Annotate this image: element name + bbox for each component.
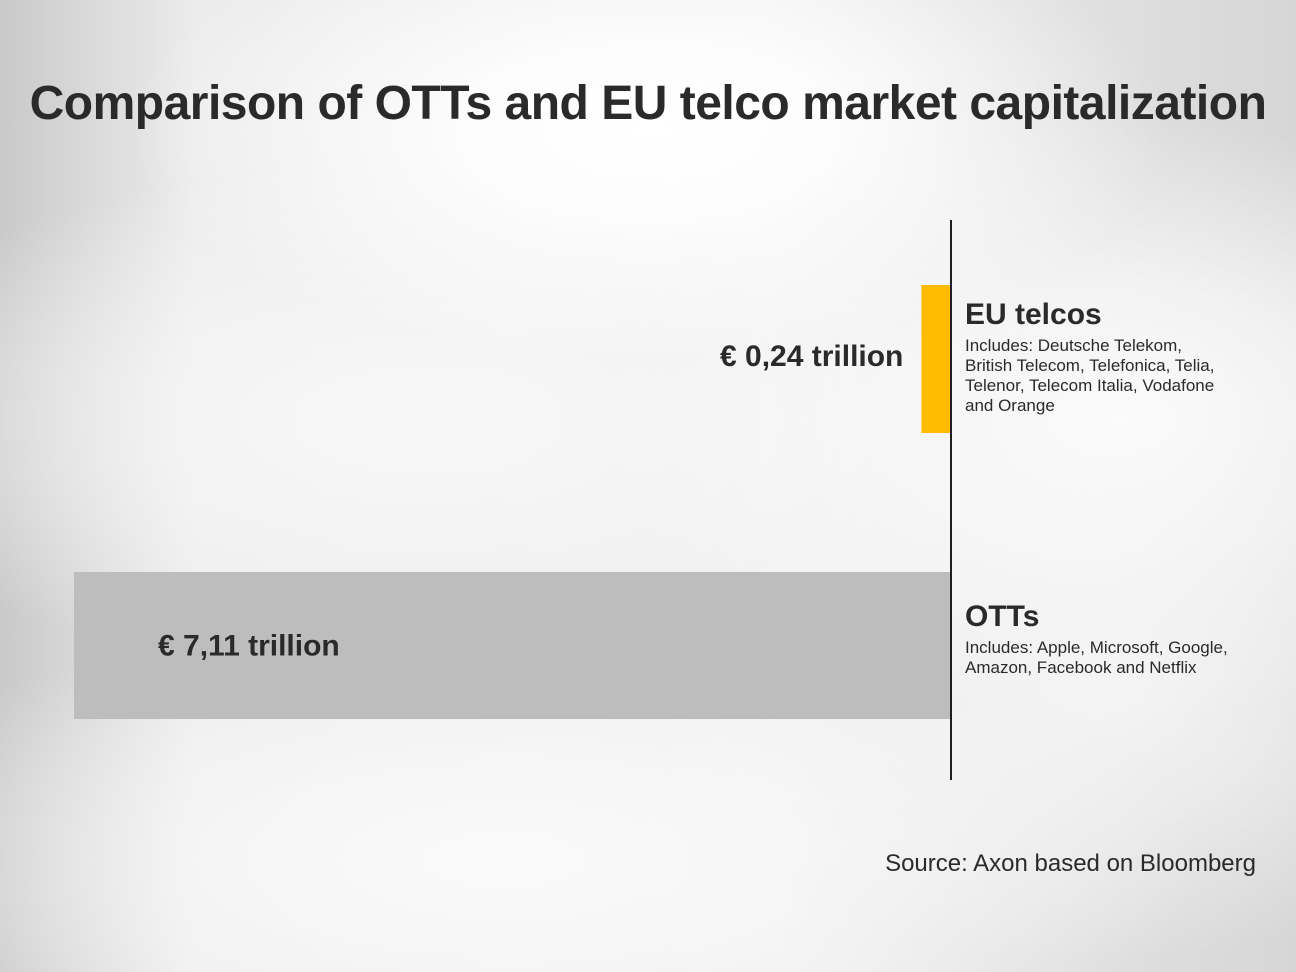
value-label-eu-telcos: € 0,24 trillion [720,340,903,373]
value-label-otts: € 7,11 trillion [158,629,340,662]
category-block-eu-telcos: EU telcos Includes: Deutsche Telekom, Br… [965,298,1265,416]
category-name: EU telcos [965,298,1102,331]
category-description: Includes: Apple, Microsoft, Google, Amaz… [965,638,1228,677]
chart-title: Comparison of OTTs and EU telco market c… [29,77,1267,130]
category-description: Includes: Deutsche Telekom, British Tele… [965,336,1215,415]
value-labels-group: € 0,24 trillion € 7,11 trillion [158,340,903,663]
source-note: Source: Axon based on Bloomberg [885,850,1256,877]
bars-group [74,285,951,719]
category-name: OTTs [965,600,1040,633]
bar-otts [74,572,951,719]
bar-eu-telcos [921,285,951,433]
category-block-otts: OTTs Includes: Apple, Microsoft, Google,… [965,600,1265,678]
